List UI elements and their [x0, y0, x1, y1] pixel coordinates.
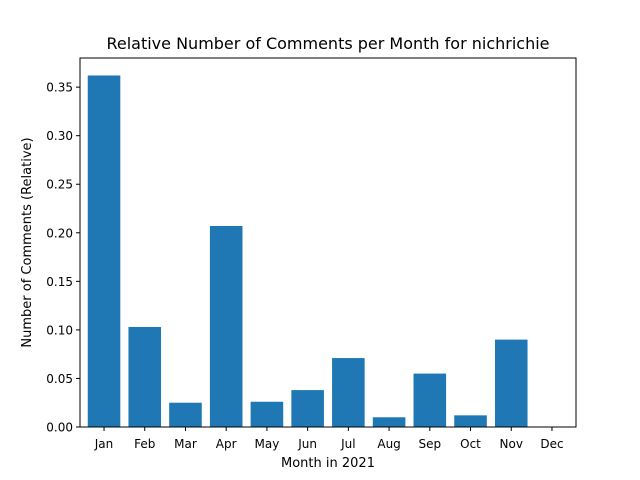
y-tick-label: 0.00: [46, 421, 73, 435]
x-tick-label: Nov: [500, 437, 523, 451]
x-axis-label: Month in 2021: [281, 456, 375, 471]
chart-title: Relative Number of Comments per Month fo…: [106, 34, 549, 53]
x-tick-label: May: [255, 437, 280, 451]
y-tick-label: 0.35: [46, 81, 73, 95]
bars-group: [87, 75, 528, 427]
x-tick-label: Jun: [297, 437, 317, 451]
y-tick-label: 0.25: [46, 178, 73, 192]
plot-frame: [79, 57, 577, 428]
x-tick-label: Apr: [216, 437, 237, 451]
x-tick-label: Jul: [340, 437, 355, 451]
y-tick-label: 0.20: [46, 226, 73, 240]
y-tick-label: 0.30: [46, 129, 73, 143]
bar-oct: [454, 415, 487, 427]
bar-aug: [372, 417, 406, 427]
y-axis-ticks: 0.00 0.05 0.10 0.15 0.20 0.25 0.30 0.35: [46, 81, 80, 435]
y-tick-label: 0.10: [46, 323, 73, 337]
bar-apr: [209, 225, 243, 427]
bar-feb: [128, 326, 162, 427]
y-axis-label: Number of Comments (Relative): [20, 137, 35, 347]
bar-jun: [291, 390, 324, 427]
bar-sep: [413, 373, 447, 427]
x-tick-label: Jan: [94, 437, 114, 451]
bar-nov: [494, 339, 528, 427]
x-tick-label: Aug: [377, 437, 400, 451]
x-tick-label: Sep: [418, 437, 441, 451]
bar-jan: [87, 75, 121, 427]
y-tick-label: 0.05: [46, 372, 73, 386]
bar-mar: [169, 402, 202, 427]
bar-may: [250, 401, 284, 427]
x-tick-label: Oct: [460, 437, 481, 451]
x-tick-label: Feb: [134, 437, 155, 451]
bar-jul: [332, 358, 365, 427]
x-axis-ticks: Jan Feb Mar Apr May Jun Jul Aug Sep Oct Nov Dec: [94, 427, 564, 451]
x-tick-label: Dec: [540, 437, 563, 451]
x-tick-label: Mar: [174, 437, 197, 451]
y-tick-label: 0.15: [46, 275, 73, 289]
